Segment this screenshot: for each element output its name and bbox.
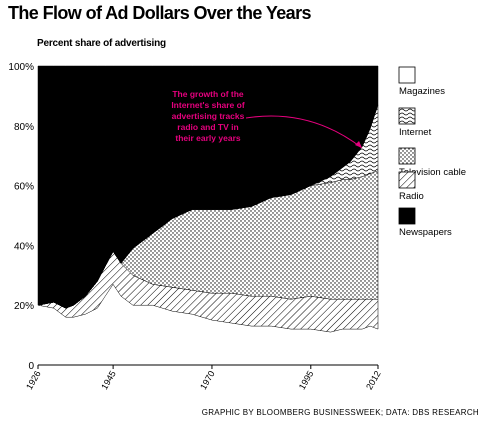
stacked-areas <box>37 65 379 365</box>
y-tick-label: 40% <box>14 241 34 252</box>
annotation-text: advertising tracks <box>172 111 245 121</box>
legend-swatch <box>398 147 416 165</box>
legend: Magazines Internet Television cable Radio Ne… <box>398 66 466 238</box>
legend-label: Television cable <box>399 167 466 178</box>
annotation-text: Internet's share of <box>171 100 245 110</box>
y-tick-label: 100% <box>8 62 34 73</box>
annotation-text: their early years <box>175 133 240 143</box>
legend-label: Radio <box>399 191 424 202</box>
y-tick-label: 60% <box>14 182 34 193</box>
legend-label: Magazines <box>399 86 445 97</box>
x-tick-label: 1926 <box>24 369 43 391</box>
legend-swatch <box>398 207 416 225</box>
y-axis-label: Percent share of advertising <box>37 38 166 49</box>
y-tick-label: 80% <box>14 122 34 133</box>
y-tick-label: 0 <box>28 361 34 372</box>
legend-swatch <box>398 66 416 84</box>
x-tick-label: 1970 <box>198 369 217 391</box>
area-newspapers <box>37 65 379 309</box>
x-tick-label: 1995 <box>297 369 316 391</box>
annotation-text: The growth of the <box>172 89 244 99</box>
annotation-arrow <box>245 115 363 149</box>
x-tick-label: 2012 <box>364 369 383 391</box>
x-tick-label: 1945 <box>99 369 118 391</box>
source-credit: GRAPHIC BY BLOOMBERG BUSINESSWEEK; DATA:… <box>201 408 479 417</box>
annotation-text: radio and TV in <box>177 122 238 132</box>
legend-label: Internet <box>399 127 432 138</box>
legend-label: Newspapers <box>399 227 452 238</box>
y-tick-label: 20% <box>14 301 34 312</box>
legend-swatch <box>398 107 416 125</box>
annotation-arrowhead <box>355 141 362 148</box>
legend-swatch <box>398 171 416 189</box>
area-magazines <box>38 284 378 365</box>
chart-title: The Flow of Ad Dollars Over the Years <box>8 3 311 23</box>
